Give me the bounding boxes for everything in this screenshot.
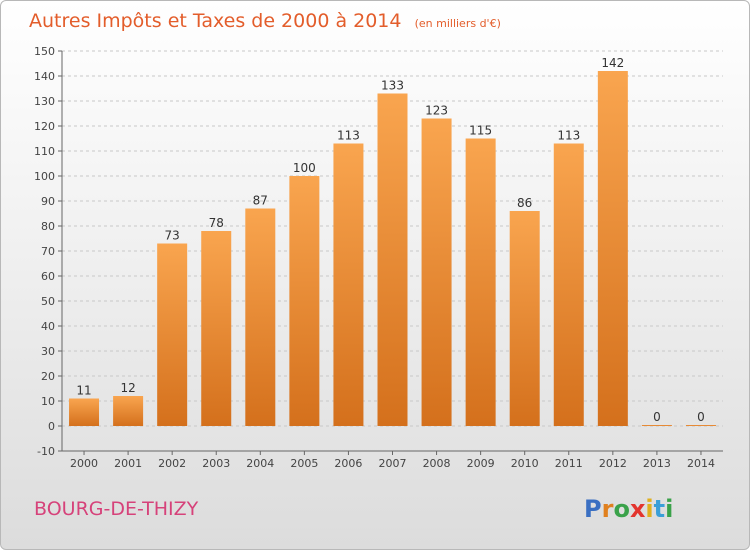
bar-value-label: 142 bbox=[601, 56, 624, 70]
y-tick-label: 90 bbox=[41, 195, 55, 208]
bar-2011 bbox=[553, 143, 584, 426]
bar-2005 bbox=[289, 176, 320, 426]
bar-value-label: 73 bbox=[165, 229, 180, 243]
y-tick-label: 70 bbox=[41, 245, 55, 258]
y-tick-label: 120 bbox=[34, 120, 55, 133]
bar-2009 bbox=[465, 138, 496, 426]
bars bbox=[69, 71, 716, 426]
bar-value-label: 86 bbox=[517, 196, 532, 210]
bar-value-label: 12 bbox=[120, 381, 135, 395]
bar-2000 bbox=[69, 398, 100, 426]
bar-2003 bbox=[201, 231, 232, 426]
x-tick-label: 2006 bbox=[334, 457, 362, 470]
bar-value-label: 123 bbox=[425, 104, 448, 118]
bar-2004 bbox=[245, 208, 276, 426]
bar-value-label: 78 bbox=[209, 216, 224, 230]
x-tick-label: 2008 bbox=[423, 457, 451, 470]
y-tick-label: 20 bbox=[41, 370, 55, 383]
chart-subtitle: (en milliers d'€) bbox=[415, 17, 501, 30]
bar-value-label: 0 bbox=[653, 410, 661, 424]
y-tick-label: 150 bbox=[34, 45, 55, 58]
bar-2014 bbox=[685, 425, 716, 426]
bar-value-label: 11 bbox=[76, 384, 91, 398]
chart-title: Autres Impôts et Taxes de 2000 à 2014 (e… bbox=[29, 10, 501, 32]
y-tick-label: 0 bbox=[48, 420, 55, 433]
y-tick-label: 80 bbox=[41, 220, 55, 233]
bar-2007 bbox=[377, 93, 408, 426]
bar-value-label: 133 bbox=[381, 79, 404, 93]
x-tick-label: 2001 bbox=[114, 457, 142, 470]
x-tick-label: 2007 bbox=[379, 457, 407, 470]
bar-2008 bbox=[421, 118, 452, 426]
x-tick-label: 2012 bbox=[599, 457, 627, 470]
bar-value-label: 113 bbox=[557, 129, 580, 143]
x-tick-label: 2002 bbox=[158, 457, 186, 470]
x-tick-label: 2009 bbox=[467, 457, 495, 470]
y-tick-label: 110 bbox=[34, 145, 55, 158]
x-tick-label: 2014 bbox=[687, 457, 715, 470]
x-tick-label: 2005 bbox=[290, 457, 318, 470]
y-tick-label: 140 bbox=[34, 70, 55, 83]
x-tick-label: 2010 bbox=[511, 457, 539, 470]
bar-2010 bbox=[509, 211, 540, 426]
bar-value-label: 0 bbox=[697, 410, 705, 424]
x-axis-ticks: 2000 2001 2002 2003 2004 2005 2006 2007 2008 2009… bbox=[70, 451, 715, 470]
y-tick-label: 50 bbox=[41, 295, 55, 308]
y-tick-label: 100 bbox=[34, 170, 55, 183]
x-tick-label: 2013 bbox=[643, 457, 671, 470]
bar-value-labels: 11 12 73 78 87 100 113 133 123 115 86 113 142 0 0 bbox=[76, 56, 704, 424]
bar-value-label: 100 bbox=[293, 161, 316, 175]
bar-2013 bbox=[641, 425, 672, 426]
bar-value-label: 115 bbox=[469, 124, 492, 138]
bar-2012 bbox=[597, 71, 628, 426]
y-tick-label: 130 bbox=[34, 95, 55, 108]
proxiti-logo: Proxiti bbox=[584, 495, 673, 523]
place-name: BOURG-DE-THIZY bbox=[34, 498, 199, 520]
y-tick-label: 40 bbox=[41, 320, 55, 333]
bar-2006 bbox=[333, 143, 364, 426]
bar-2002 bbox=[157, 243, 188, 426]
y-tick-label: 10 bbox=[41, 395, 55, 408]
x-tick-label: 2000 bbox=[70, 457, 98, 470]
y-axis-ticks: -10 0 10 20 30 40 50 60 70 80 90 100 110 120 130 140 150 bbox=[34, 45, 62, 458]
y-tick-label: 60 bbox=[41, 270, 55, 283]
bar-2001 bbox=[113, 396, 144, 426]
bar-value-label: 113 bbox=[337, 129, 360, 143]
y-tick-label: 30 bbox=[41, 345, 55, 358]
x-tick-label: 2011 bbox=[555, 457, 583, 470]
x-tick-label: 2004 bbox=[246, 457, 274, 470]
y-tick-label: -10 bbox=[37, 445, 55, 458]
x-tick-label: 2003 bbox=[202, 457, 230, 470]
chart-title-main: Autres Impôts et Taxes de 2000 à 2014 bbox=[29, 10, 402, 32]
bar-value-label: 87 bbox=[253, 194, 268, 208]
